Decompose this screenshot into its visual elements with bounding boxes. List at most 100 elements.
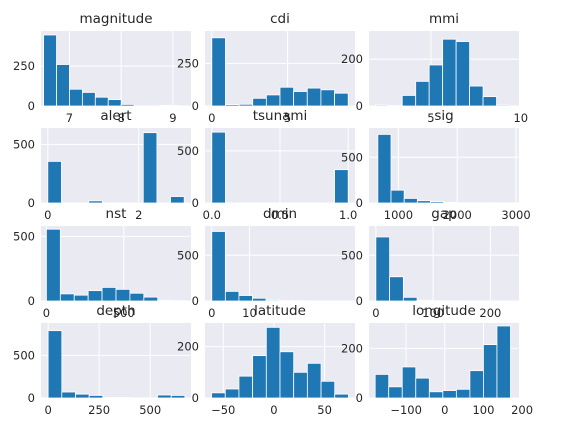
- x-tick-label: 200: [479, 306, 501, 320]
- histogram-bar: [377, 134, 392, 204]
- panel-cdi: 0 5 0 250 cdi: [177, 11, 355, 125]
- x-tick-label: 0: [44, 403, 51, 417]
- y-tick-label: 500: [177, 144, 199, 158]
- x-tick-label: 1.0: [339, 208, 357, 222]
- x-tick-label: 3000: [501, 208, 530, 222]
- y-tick-label: 0: [28, 99, 35, 113]
- x-tick-label: 0: [43, 306, 50, 320]
- y-tick-label: 250: [13, 59, 35, 73]
- histogram-bar: [443, 202, 458, 204]
- x-tick-label: 250: [88, 403, 110, 417]
- panel-title: magnitude: [79, 11, 152, 27]
- x-tick-label: 0: [44, 208, 51, 222]
- histogram-bar: [442, 390, 457, 399]
- x-tick-label: 0: [372, 306, 379, 320]
- histogram-bar: [43, 34, 57, 107]
- panel-title: mmi: [429, 11, 459, 27]
- panel-alert: 0 2 0 500 alert: [13, 108, 191, 222]
- histogram-bar: [94, 96, 109, 107]
- panel-title: cdi: [270, 11, 290, 27]
- histogram-bar: [81, 92, 96, 107]
- histogram-bar: [88, 395, 104, 399]
- histogram-bar: [87, 290, 103, 302]
- y-tick-label: 200: [341, 52, 363, 66]
- x-tick-label: 9: [169, 111, 176, 125]
- histogram-bar: [279, 86, 295, 107]
- x-tick-label: 100: [472, 403, 494, 417]
- x-tick-label: 0: [208, 306, 215, 320]
- x-tick-label: 5: [284, 111, 291, 125]
- y-tick-label: 0: [28, 294, 35, 308]
- histogram-bar: [416, 299, 432, 302]
- histogram-bar: [265, 299, 281, 302]
- histogram-bar: [224, 290, 240, 302]
- histogram-bar: [211, 131, 226, 204]
- histogram-bar: [306, 362, 322, 399]
- y-tick-label: 500: [13, 137, 35, 151]
- panel-title: tsunami: [253, 108, 308, 124]
- x-tick-label: −50: [211, 403, 235, 417]
- y-tick-label: 0: [192, 99, 199, 113]
- histogram-bar: [142, 132, 158, 204]
- y-tick-label: 500: [341, 150, 363, 164]
- histogram-bar: [279, 351, 295, 399]
- histogram-bar: [496, 325, 511, 399]
- histogram-bar: [225, 104, 240, 107]
- x-tick-label: 2000: [443, 208, 472, 222]
- x-tick-label: 0: [208, 111, 215, 125]
- x-tick-label: 200: [511, 403, 533, 417]
- histogram-bar: [238, 375, 254, 399]
- histogram-bar: [238, 295, 253, 302]
- histogram-bar: [401, 366, 417, 399]
- y-tick-label: 500: [13, 229, 35, 243]
- histogram-bar: [401, 95, 417, 107]
- histogram-bar: [120, 104, 135, 107]
- histogram-bar: [402, 296, 418, 302]
- histogram-bar: [61, 391, 76, 399]
- histogram-bar: [56, 64, 70, 107]
- panel-background: [41, 323, 191, 398]
- histogram-bar: [430, 201, 445, 204]
- y-tick-label: 500: [13, 348, 35, 362]
- y-tick-label: 200: [341, 341, 363, 355]
- x-tick-label: 10: [242, 306, 257, 320]
- histogram-bar: [455, 388, 471, 399]
- histogram-bar: [252, 297, 267, 302]
- y-tick-label: 0: [28, 196, 35, 210]
- histogram-bar: [469, 370, 484, 399]
- panel-title: latitude: [254, 303, 306, 319]
- panel-title: longitude: [412, 303, 476, 319]
- x-tick-label: 1000: [384, 208, 413, 222]
- x-tick-label: −100: [390, 403, 422, 417]
- x-tick-label: 0: [441, 403, 448, 417]
- x-tick-label: 0.5: [271, 208, 289, 222]
- panel-nst: 0 500 0 500 nst: [13, 206, 191, 320]
- y-tick-label: 200: [177, 340, 199, 354]
- histogram-bar: [374, 374, 390, 399]
- histogram-bar: [47, 330, 63, 399]
- x-tick-label: 5: [427, 111, 434, 125]
- histogram-bar: [293, 371, 308, 399]
- panel-tsunami: 0.0 0.5 1.0 0 500 tsunami: [177, 108, 357, 222]
- histogram-bar: [374, 104, 390, 107]
- panel-sig: 1000 2000 3000 0 500 sig: [341, 108, 531, 222]
- x-tick-label: 2: [135, 208, 142, 222]
- y-tick-label: 0: [356, 391, 363, 405]
- histogram-bar: [416, 200, 431, 204]
- x-tick-label: 100: [422, 306, 444, 320]
- x-tick-label: 50: [317, 403, 332, 417]
- histogram-bar: [320, 380, 336, 399]
- histogram-bar: [483, 344, 498, 399]
- panel-mmi: 5 10 0 200 mmi: [341, 11, 528, 125]
- histogram-bar: [482, 96, 497, 107]
- panel-background: [205, 226, 355, 301]
- histogram-bar: [211, 37, 226, 107]
- histogram-bar: [224, 388, 240, 399]
- histogram-bar: [238, 103, 254, 107]
- histogram-bar: [115, 288, 131, 302]
- histogram-bar: [170, 395, 186, 399]
- histogram-bar: [455, 41, 470, 107]
